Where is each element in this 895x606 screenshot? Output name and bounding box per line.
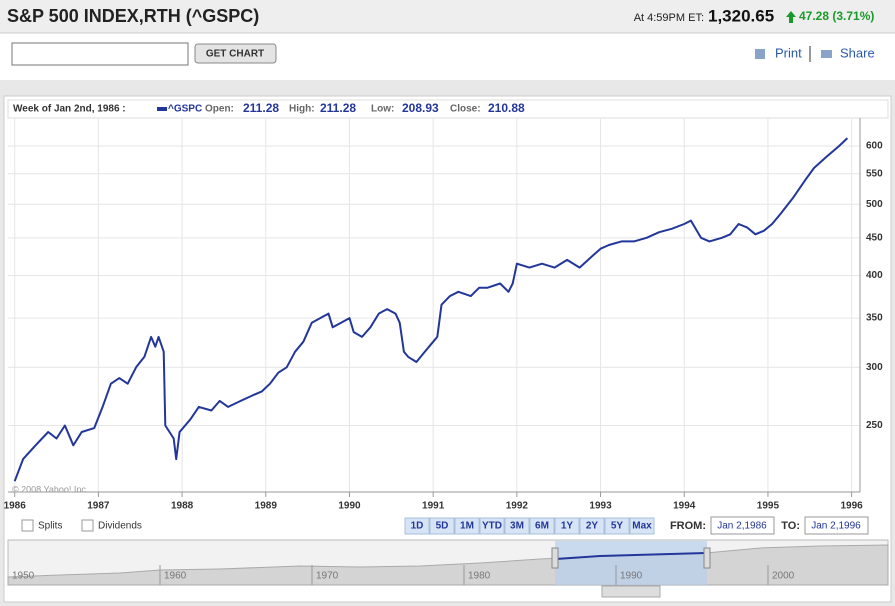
x-tick-label: 1986 <box>4 501 27 512</box>
range-label: 6M <box>535 521 549 532</box>
range-label: 1D <box>411 521 424 532</box>
high-label: High: <box>289 104 315 115</box>
y-tick-label: 350 <box>866 313 883 324</box>
x-tick-label: 1988 <box>171 501 194 512</box>
x-tick-label: 1993 <box>589 501 612 512</box>
range-label: 1M <box>460 521 474 532</box>
range-label: 5Y <box>611 521 624 532</box>
y-tick-label: 400 <box>866 270 883 281</box>
legend-label: ^GSPC <box>168 104 202 115</box>
plot: 250 300 350 400 450 500 550 600 1986 1987 1988 1989… <box>4 118 883 512</box>
print-icon <box>755 49 765 59</box>
info-bar <box>7 99 889 119</box>
range-label: 5D <box>436 521 449 532</box>
range-button[interactable] <box>429 517 455 535</box>
x-tick-label: 1996 <box>841 501 864 512</box>
range-label: 1Y <box>561 521 574 532</box>
range-label: 2Y <box>586 521 599 532</box>
range-button[interactable] <box>404 517 430 535</box>
x-tick-label: 1992 <box>506 501 529 512</box>
navigator-years: 1950 1960 1970 1980 1990 2000 <box>12 565 795 585</box>
low-label: Low: <box>371 104 394 115</box>
splits-label: Splits <box>38 521 62 532</box>
quote-time: At 4:59PM ET: <box>634 12 704 24</box>
navigator-line <box>555 552 707 560</box>
high-value: 211.28 <box>320 101 356 115</box>
y-tick-label: 500 <box>866 199 883 210</box>
navigator-year: 1960 <box>164 571 187 582</box>
y-tick-label: 600 <box>866 141 883 152</box>
range-button[interactable] <box>529 517 555 535</box>
get-chart-label: GET CHART <box>206 49 264 60</box>
up-arrow <box>786 11 796 23</box>
page-title: S&P 500 INDEX,RTH (^GSPC) <box>7 6 259 26</box>
dividends-checkbox[interactable] <box>81 519 94 532</box>
symbol-input[interactable] <box>11 42 189 66</box>
x-tick-label: 1989 <box>255 501 278 512</box>
range-label: Max <box>632 521 652 532</box>
navigator-year: 2000 <box>772 571 795 582</box>
info-week: Week of Jan 2nd, 1986 : <box>13 104 126 115</box>
quote-change: 47.28 (3.71%) <box>799 9 874 23</box>
header-bar <box>0 0 895 33</box>
scrollbar[interactable] <box>601 585 661 598</box>
y-tick-label: 300 <box>866 362 883 373</box>
legend-swatch <box>157 107 167 111</box>
navigator-year: 1990 <box>620 571 643 582</box>
copyright: © 2008 Yahoo! Inc. <box>12 484 88 494</box>
to-input[interactable] <box>804 516 869 535</box>
navigator-year: 1970 <box>316 571 339 582</box>
price-line <box>13 137 849 482</box>
range-label: 3M <box>510 521 524 532</box>
x-tick-label: 1987 <box>87 501 110 512</box>
share-icon <box>821 50 832 58</box>
y-tick-label: 550 <box>866 168 883 179</box>
print-link[interactable]: Print <box>775 45 802 60</box>
splits-checkbox[interactable] <box>21 519 34 532</box>
range-button[interactable] <box>629 517 655 535</box>
share-link[interactable]: Share <box>840 45 875 60</box>
range-button[interactable] <box>479 517 505 535</box>
navigator-handle-left[interactable] <box>551 547 559 569</box>
navigator-year: 1980 <box>468 571 491 582</box>
quote-price: 1,320.65 <box>708 6 774 25</box>
range-buttons: 1D 5D 1M YTD 3M 6M 1Y 2Y 5Y Max <box>404 517 655 535</box>
range-label: YTD <box>482 521 502 532</box>
open-value: 211.28 <box>243 101 279 115</box>
navigator-year: 1950 <box>12 571 35 582</box>
from-label: FROM: <box>670 520 706 532</box>
to-value: Jan 2,1996 <box>811 521 861 532</box>
y-tick-label: 450 <box>866 232 883 243</box>
navigator-selection[interactable] <box>555 541 707 585</box>
x-tick-label: 1995 <box>757 501 780 512</box>
get-chart-button[interactable] <box>194 43 277 64</box>
x-tick-label: 1991 <box>422 501 445 512</box>
range-button[interactable] <box>604 517 630 535</box>
range-button[interactable] <box>579 517 605 535</box>
close-label: Close: <box>450 104 481 115</box>
open-label: Open: <box>205 104 234 115</box>
navigator-handle-right[interactable] <box>703 547 711 569</box>
from-input[interactable] <box>710 516 775 535</box>
range-button[interactable] <box>554 517 580 535</box>
from-value: Jan 2,1986 <box>717 521 767 532</box>
x-tick-label: 1990 <box>338 501 361 512</box>
range-button[interactable] <box>454 517 480 535</box>
y-tick-label: 250 <box>866 420 883 431</box>
close-value: 210.88 <box>488 101 525 115</box>
low-value: 208.93 <box>402 101 439 115</box>
x-tick-label: 1994 <box>673 501 696 512</box>
dividends-label: Dividends <box>98 521 142 532</box>
to-label: TO: <box>781 520 800 532</box>
range-button[interactable] <box>504 517 530 535</box>
